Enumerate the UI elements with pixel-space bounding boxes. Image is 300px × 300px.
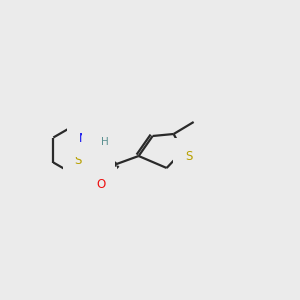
Text: S: S <box>185 149 192 163</box>
Text: N: N <box>94 143 103 157</box>
Text: O: O <box>96 178 105 191</box>
Text: N: N <box>79 132 88 145</box>
Text: S: S <box>74 154 82 167</box>
Text: H: H <box>101 137 109 147</box>
